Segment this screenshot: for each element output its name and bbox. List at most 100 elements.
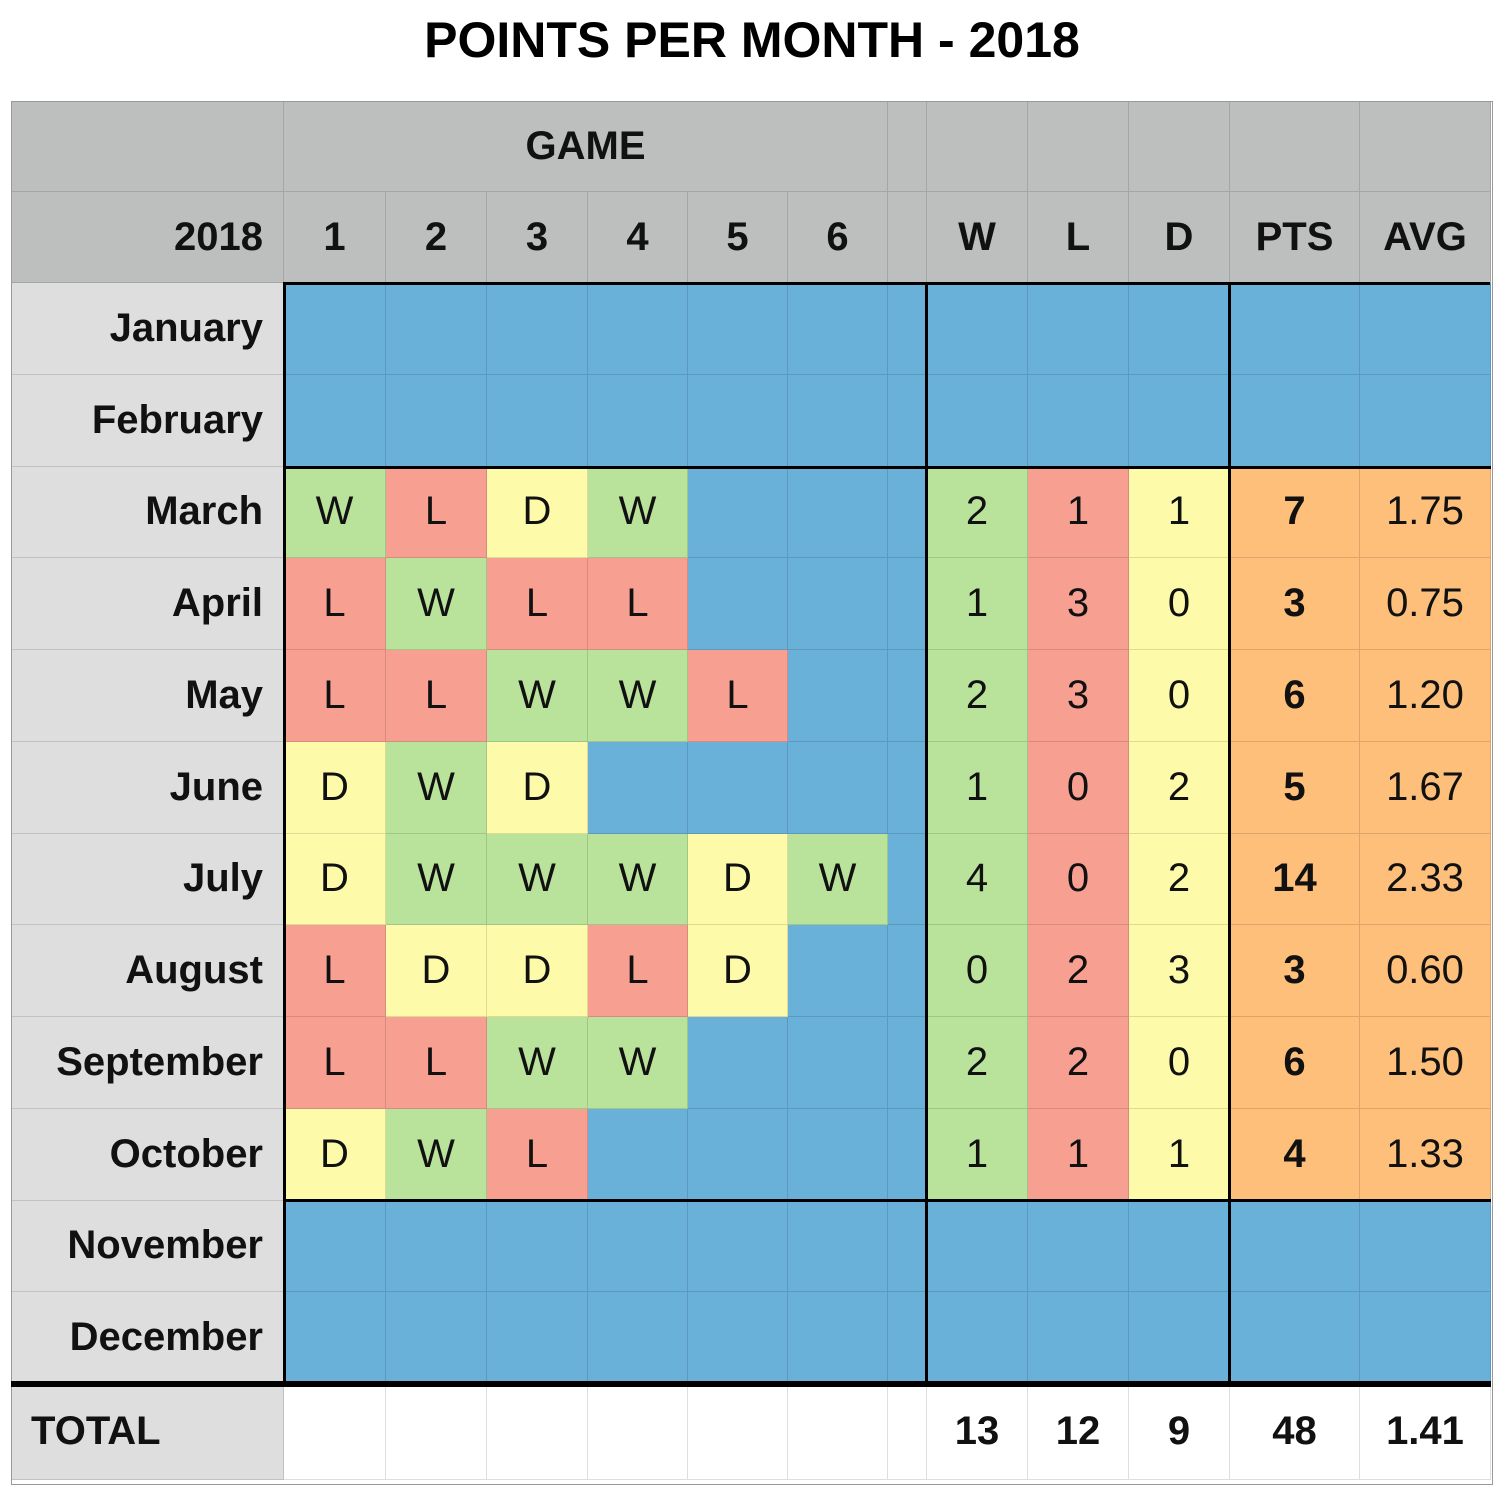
empty-stat-cell: [927, 1200, 1028, 1293]
stat-header-avg: AVG: [1360, 192, 1491, 283]
empty-game-cell: [688, 466, 788, 559]
empty-game-cell: [487, 1200, 588, 1293]
stat-cell-w: 4: [927, 833, 1028, 926]
game-result-cell: D: [688, 833, 788, 926]
stat-header-w: W: [927, 192, 1028, 283]
header-spacer-cell: [888, 192, 927, 283]
month-label: October: [11, 1108, 284, 1201]
empty-game-cell: [386, 1292, 487, 1384]
stat-cell-w: 2: [927, 1017, 1028, 1109]
game-result-cell: L: [588, 925, 688, 1017]
month-label: April: [11, 558, 284, 650]
game-number-header: 5: [688, 192, 788, 283]
game-result-cell: L: [588, 558, 688, 650]
game-result-cell: W: [487, 650, 588, 742]
game-result-cell: L: [688, 650, 788, 742]
empty-game-cell: [788, 650, 888, 742]
game-result-cell: D: [688, 925, 788, 1017]
total-blank-cell: [688, 1384, 788, 1480]
empty-stat-cell: [1360, 1200, 1491, 1293]
page-title: POINTS PER MONTH - 2018: [424, 12, 1080, 68]
stat-cell-avg: 1.33: [1360, 1108, 1491, 1201]
empty-stat-cell: [1360, 1292, 1491, 1384]
spacer-cell: [888, 925, 927, 1017]
game-result-cell: W: [386, 1108, 487, 1201]
stat-cell-pts: 7: [1230, 466, 1360, 559]
game-number-header: 4: [588, 192, 688, 283]
game-result-cell: D: [284, 833, 386, 926]
empty-game-cell: [588, 1200, 688, 1293]
month-label: March: [11, 466, 284, 559]
empty-game-cell: [788, 1200, 888, 1293]
stat-cell-w: 0: [927, 925, 1028, 1017]
empty-game-cell: [284, 1292, 386, 1384]
stat-cell-w: 2: [927, 466, 1028, 559]
game-result-cell: W: [588, 650, 688, 742]
empty-game-cell: [788, 466, 888, 559]
stat-cell-d: 0: [1129, 650, 1230, 742]
game-result-cell: D: [487, 925, 588, 1017]
empty-game-cell: [688, 1200, 788, 1293]
total-blank-cell: [588, 1384, 688, 1480]
game-result-cell: D: [284, 1108, 386, 1201]
stat-cell-w: 1: [927, 1108, 1028, 1201]
stat-cell-l: 0: [1028, 741, 1129, 834]
game-result-cell: L: [487, 558, 588, 650]
game-result-cell: D: [487, 741, 588, 834]
total-d: 9: [1129, 1384, 1230, 1480]
empty-game-cell: [688, 558, 788, 650]
empty-game-cell: [588, 1292, 688, 1384]
stat-cell-avg: 1.20: [1360, 650, 1491, 742]
empty-stat-cell: [927, 1292, 1028, 1384]
empty-stat-cell: [1028, 1200, 1129, 1293]
empty-game-cell: [588, 1108, 688, 1201]
stat-cell-l: 3: [1028, 558, 1129, 650]
month-label: January: [11, 283, 284, 375]
empty-game-cell: [588, 374, 688, 467]
empty-stat-cell: [927, 283, 1028, 375]
stat-header-l: L: [1028, 192, 1129, 283]
game-number-header: 3: [487, 192, 588, 283]
stat-cell-l: 1: [1028, 1108, 1129, 1201]
empty-game-cell: [284, 1200, 386, 1293]
game-result-cell: L: [386, 650, 487, 742]
header-blank-cell: [1230, 101, 1360, 192]
empty-game-cell: [386, 283, 487, 375]
total-blank-cell: [788, 1384, 888, 1480]
month-label: September: [11, 1017, 284, 1109]
total-blank-cell: [284, 1384, 386, 1480]
spacer-cell: [888, 1200, 927, 1293]
game-result-cell: W: [487, 833, 588, 926]
stat-cell-avg: 1.50: [1360, 1017, 1491, 1109]
month-label: December: [11, 1292, 284, 1384]
empty-stat-cell: [1129, 374, 1230, 467]
month-label: August: [11, 925, 284, 1017]
stat-cell-l: 2: [1028, 1017, 1129, 1109]
month-label: July: [11, 833, 284, 926]
stat-cell-pts: 5: [1230, 741, 1360, 834]
game-number-header: 2: [386, 192, 487, 283]
empty-game-cell: [688, 374, 788, 467]
game-result-cell: D: [284, 741, 386, 834]
total-label: TOTAL: [11, 1384, 284, 1480]
total-blank-cell: [487, 1384, 588, 1480]
empty-game-cell: [688, 1017, 788, 1109]
stat-cell-pts: 3: [1230, 558, 1360, 650]
game-result-cell: D: [487, 466, 588, 559]
game-result-cell: W: [588, 466, 688, 559]
game-result-cell: W: [588, 1017, 688, 1109]
empty-stat-cell: [1129, 283, 1230, 375]
game-result-cell: L: [386, 1017, 487, 1109]
game-result-cell: W: [788, 833, 888, 926]
month-label: February: [11, 374, 284, 467]
stat-cell-avg: 1.75: [1360, 466, 1491, 559]
spacer-cell: [888, 283, 927, 375]
empty-game-cell: [788, 925, 888, 1017]
empty-stat-cell: [1028, 1292, 1129, 1384]
stat-cell-w: 1: [927, 558, 1028, 650]
header-corner-cell: [11, 101, 284, 192]
empty-game-cell: [788, 1292, 888, 1384]
month-label: June: [11, 741, 284, 834]
spacer-cell: [888, 650, 927, 742]
empty-game-cell: [688, 283, 788, 375]
